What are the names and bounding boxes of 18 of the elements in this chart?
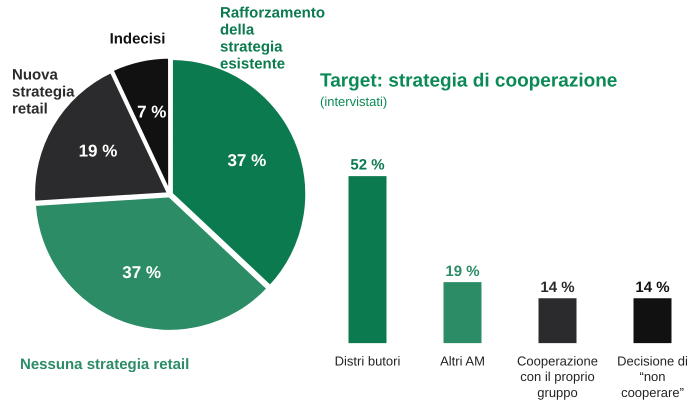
chart-subtitle: (intervistati) [320,94,388,110]
slice-label: Nuova strategia retail [12,66,76,118]
data-label: 37 % [122,262,162,282]
data-label: 19 % [78,142,118,161]
x-tick-label: Distri butori [334,354,400,369]
data-label: 14 % [540,278,575,296]
data-label: 52 % [350,156,385,174]
chart-title: Target: strategia di cooperazione [320,70,618,92]
x-tick-label: Altri AM [440,354,485,369]
data-label: 7 % [137,102,166,122]
data-label: 19 % [445,262,480,280]
slice-label: Nessuna strategia retail [20,356,190,374]
slice-label: Indecisi [110,30,166,48]
x-tick-label: Decisione di “non cooperare” [617,354,688,400]
x-tick-label: Cooperazione con il proprio gruppo [517,354,598,400]
data-label: 14 % [635,278,670,296]
data-label: 37 % [227,150,266,170]
slice-label: Rafforzamento della strategia esistente [220,4,326,73]
